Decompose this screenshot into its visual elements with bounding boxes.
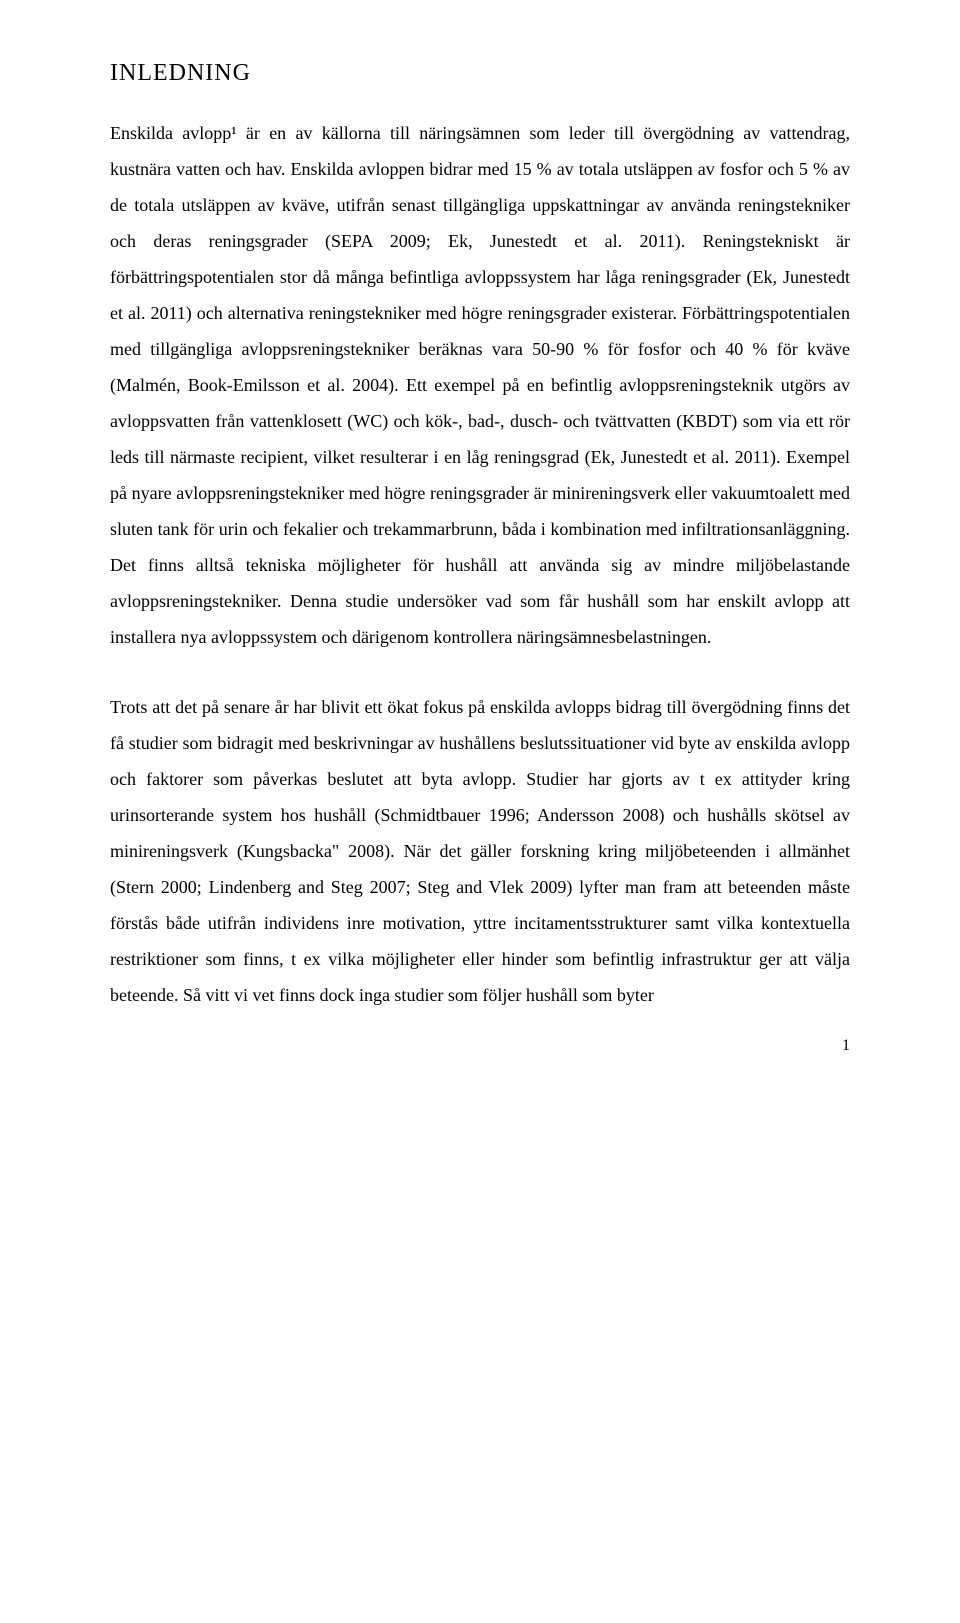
body-paragraph: Trots att det på senare år har blivit et… [110,689,850,1013]
section-heading: INLEDNING [110,60,850,87]
body-paragraph: Enskilda avlopp¹ är en av källorna till … [110,115,850,655]
page-number: 1 [110,1037,850,1055]
